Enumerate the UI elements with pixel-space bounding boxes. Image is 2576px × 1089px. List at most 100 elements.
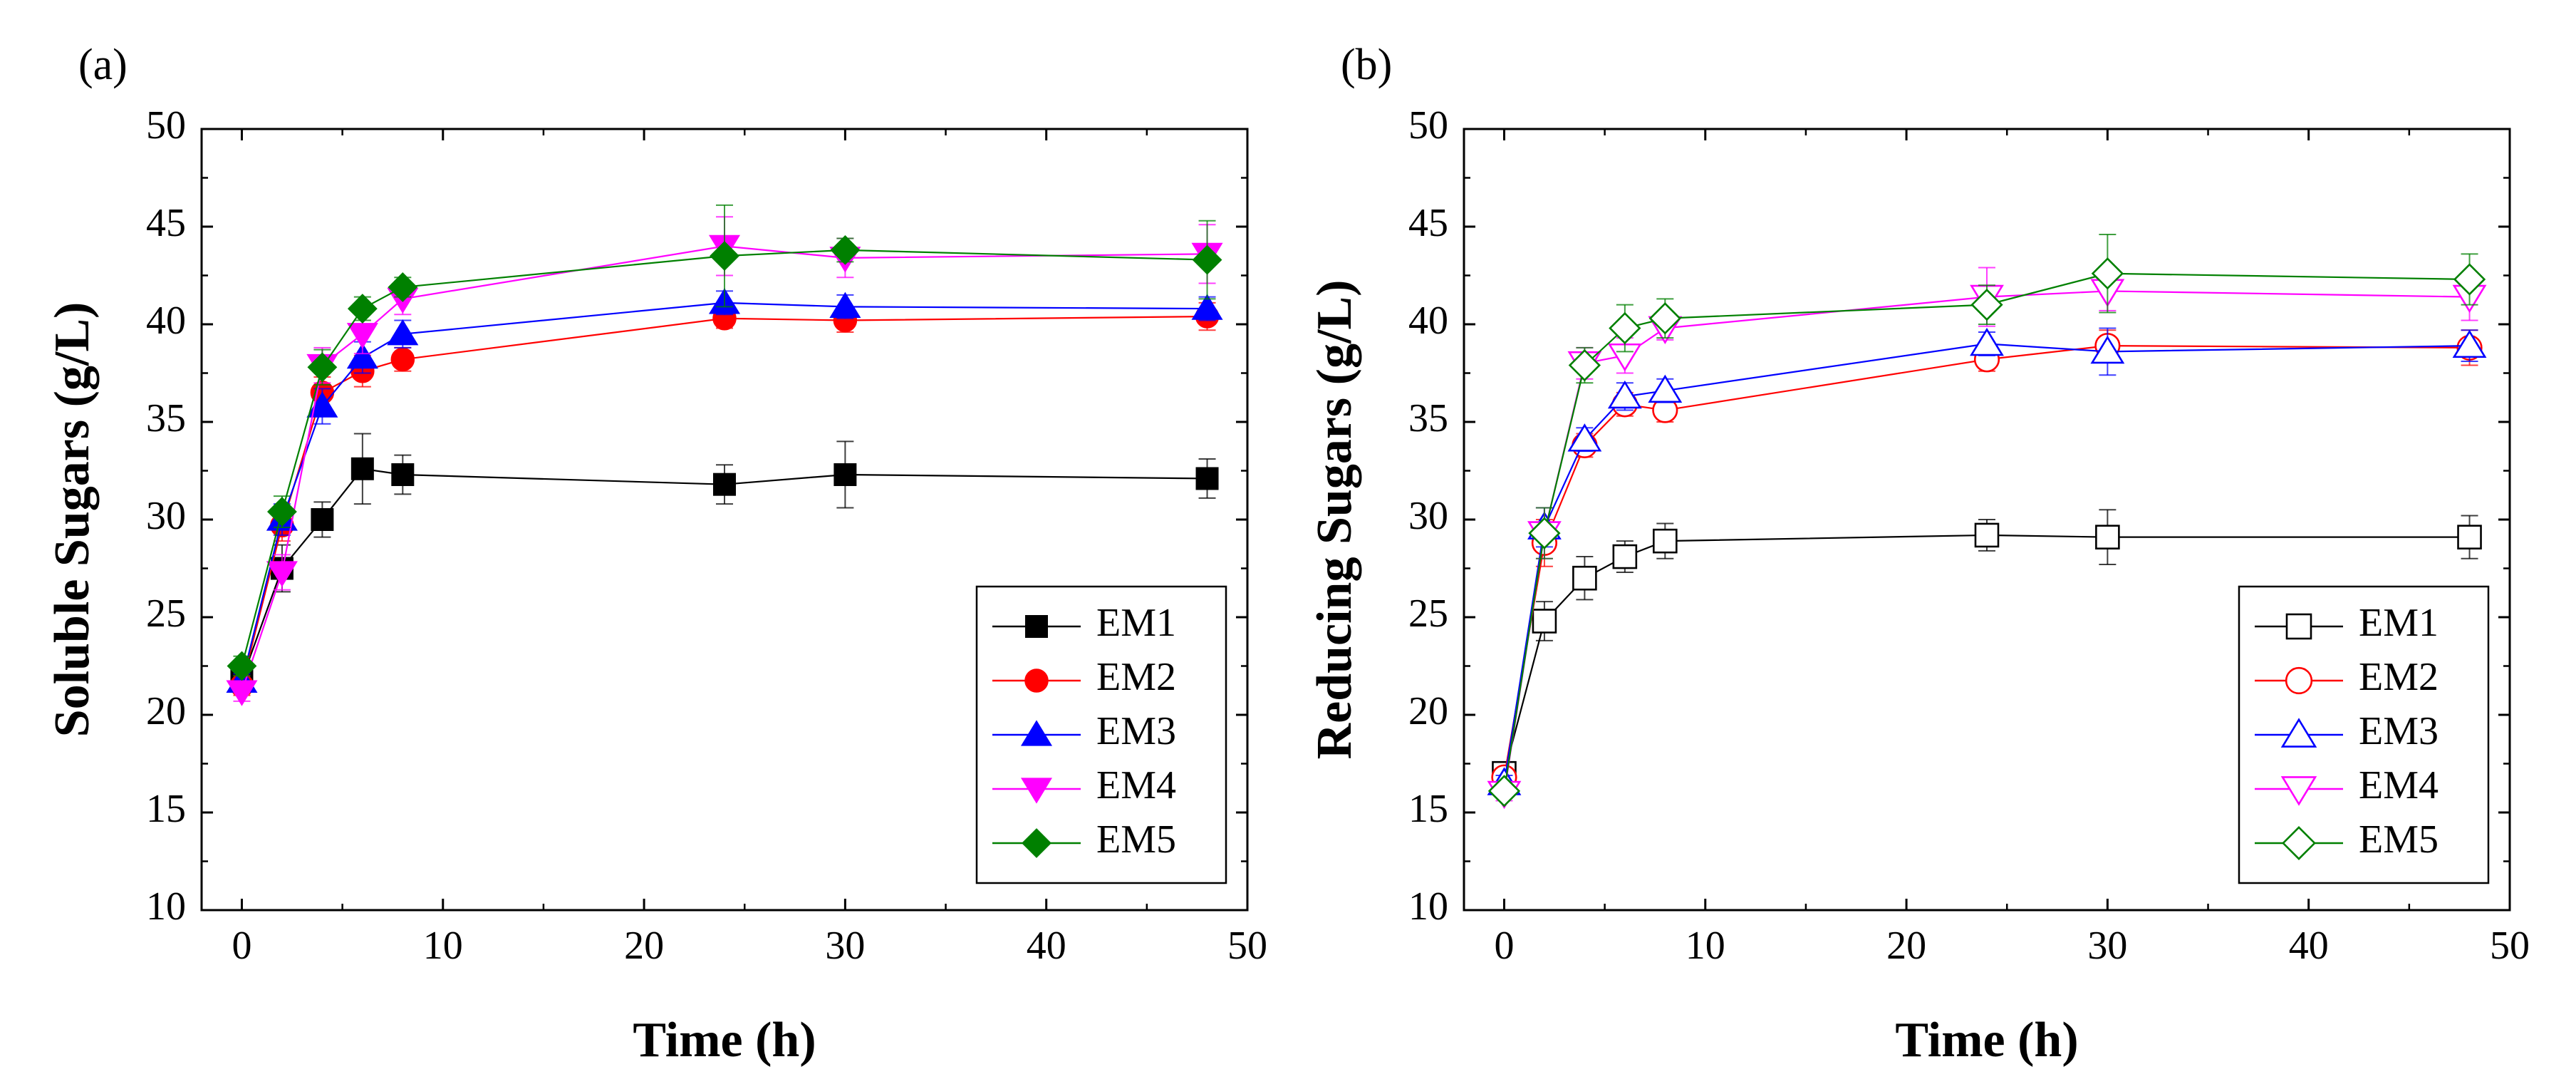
y-tick-label: 10 <box>1408 884 1448 929</box>
data-point <box>1607 380 1642 409</box>
data-point <box>1192 244 1222 275</box>
y-tick-label: 25 <box>146 592 186 636</box>
y-axis-title: Reducing Sugars (g/L) <box>1307 280 1362 760</box>
legend-marker <box>2280 718 2317 748</box>
x-tick-label: 10 <box>1686 924 1725 968</box>
legend-label: EM4 <box>1096 763 1176 807</box>
series-em3 <box>1487 327 2487 795</box>
x-tick-label: 50 <box>2490 924 2530 968</box>
legend-label: EM1 <box>2359 601 2439 645</box>
series-em5 <box>227 204 1222 681</box>
data-point <box>227 651 257 681</box>
data-point <box>1487 775 1521 807</box>
x-tick-label: 30 <box>2087 924 2127 968</box>
data-point <box>1567 423 1602 452</box>
legend-label: EM5 <box>1096 817 1176 862</box>
legend-marker <box>2285 613 2312 640</box>
y-tick-label: 10 <box>146 884 186 929</box>
x-axis-title: Time (h) <box>633 1013 816 1068</box>
x-tick-label: 30 <box>825 924 865 968</box>
data-point <box>1970 327 2004 356</box>
legend-marker <box>1024 669 1049 693</box>
data-point <box>2452 329 2487 358</box>
data-point <box>2453 263 2486 296</box>
x-tick-label: 40 <box>2289 924 2329 968</box>
data-point <box>311 508 334 531</box>
panel-label: (a) <box>78 41 128 89</box>
chart-panel-a: (a) 0 10 20 30 40 50 10 15 20 25 30 35 40 45 50 Time (h)… <box>45 41 1267 1068</box>
y-tick-label: 45 <box>146 201 186 245</box>
data-point <box>713 473 736 496</box>
data-point <box>346 323 378 349</box>
data-point <box>1528 517 1561 549</box>
data-point <box>1648 302 1681 335</box>
y-axis-title: Soluble Sugars (g/L) <box>45 302 100 738</box>
data-point <box>2090 335 2125 364</box>
x-axis-title: Time (h) <box>1895 1013 2078 1068</box>
y-tick-label: 30 <box>146 494 186 538</box>
x-tick-label: 20 <box>624 924 664 968</box>
data-point <box>830 234 861 265</box>
data-point <box>2095 525 2120 549</box>
data-point <box>1568 349 1601 382</box>
legend-label: EM5 <box>2359 817 2439 862</box>
legend-label: EM2 <box>1096 655 1176 699</box>
data-point <box>1612 544 1638 569</box>
data-point <box>347 294 378 324</box>
y-tick-label: 25 <box>1408 592 1448 636</box>
y-tick-label: 15 <box>146 787 186 831</box>
y-tick-label: 15 <box>1408 787 1448 831</box>
legend-marker <box>2282 826 2316 860</box>
data-point <box>1648 374 1683 403</box>
data-point <box>226 680 258 706</box>
y-tick-label: 20 <box>1408 689 1448 733</box>
data-point <box>1974 522 2000 548</box>
data-point <box>1191 294 1223 320</box>
legend-label: EM1 <box>1096 601 1176 645</box>
data-point <box>388 272 418 302</box>
series-line <box>1503 272 2470 792</box>
legend-label: EM3 <box>1096 709 1176 753</box>
legend-marker <box>1025 615 1048 638</box>
data-point <box>346 342 378 369</box>
legend: EM1 EM2 EM3 EM4 EM5 <box>2238 585 2490 884</box>
legend-label: EM2 <box>2359 655 2439 699</box>
legend-label: EM4 <box>2359 763 2439 807</box>
y-tick-label: 50 <box>146 103 186 148</box>
y-tick-label: 20 <box>146 689 186 733</box>
data-point <box>2457 525 2482 549</box>
x-tick-label: 0 <box>232 924 251 968</box>
data-point <box>307 352 338 383</box>
x-tick-label: 50 <box>1227 924 1267 968</box>
legend-marker <box>2285 666 2313 695</box>
y-tick-label: 30 <box>1408 494 1448 538</box>
y-tick-label: 40 <box>1408 299 1448 343</box>
data-point <box>1572 565 1597 591</box>
data-point <box>829 291 861 318</box>
data-point <box>390 347 415 372</box>
series-line <box>241 301 1208 682</box>
legend-marker <box>1020 720 1053 746</box>
data-point <box>391 463 415 486</box>
y-tick-label: 35 <box>146 396 186 440</box>
data-point <box>1653 528 1678 554</box>
data-point <box>350 457 374 480</box>
x-tick-label: 0 <box>1494 924 1514 968</box>
y-tick-label: 50 <box>1408 103 1448 148</box>
data-point <box>267 497 297 527</box>
y-tick-label: 45 <box>1408 201 1448 245</box>
data-point <box>1970 288 2003 321</box>
legend: EM1 EM2 EM3 EM4 EM5 <box>975 585 1227 884</box>
y-tick-label: 40 <box>146 299 186 343</box>
data-point <box>833 463 857 486</box>
legend-marker <box>1020 778 1053 804</box>
data-point <box>387 319 419 346</box>
data-point <box>710 241 739 272</box>
x-tick-label: 40 <box>1027 924 1066 968</box>
data-point <box>1609 311 1641 345</box>
x-tick-label: 10 <box>423 924 463 968</box>
data-point <box>1532 609 1557 634</box>
series-em3 <box>226 288 1223 693</box>
x-tick-label: 20 <box>1886 924 1926 968</box>
